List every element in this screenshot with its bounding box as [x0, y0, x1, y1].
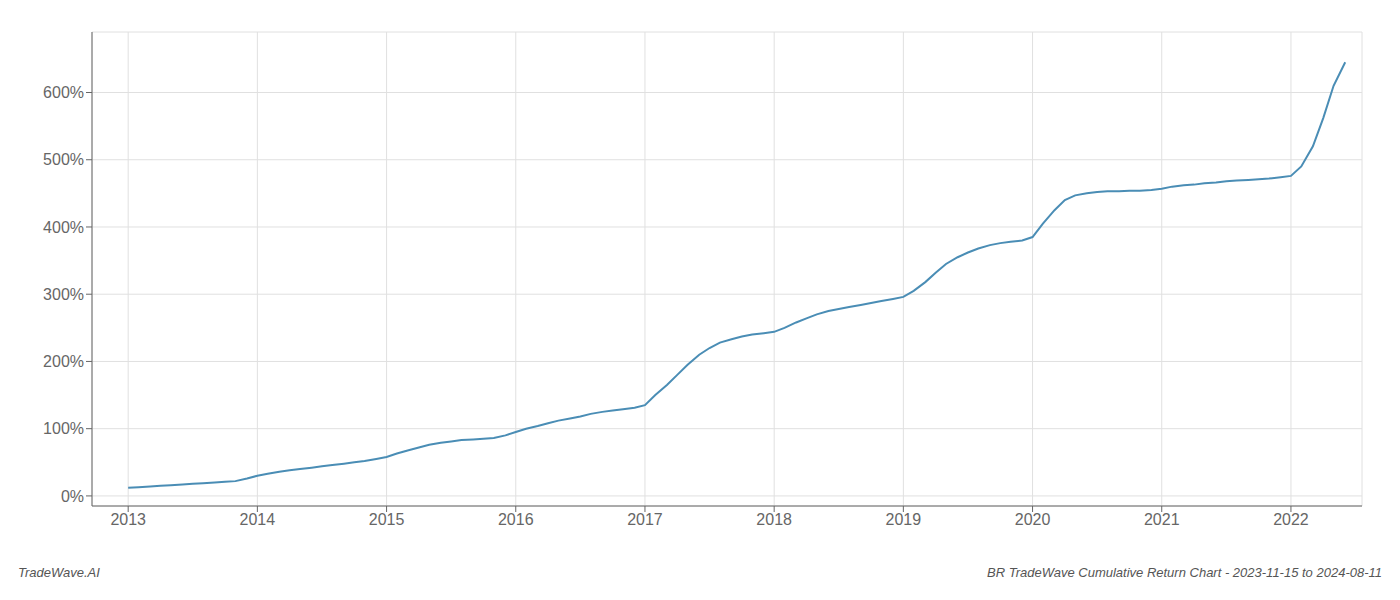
svg-text:600%: 600%: [43, 84, 84, 101]
svg-text:2021: 2021: [1144, 511, 1180, 528]
svg-text:2022: 2022: [1273, 511, 1309, 528]
svg-text:400%: 400%: [43, 219, 84, 236]
svg-text:2017: 2017: [627, 511, 663, 528]
html-text:TradeWave.AI: TradeWave.AI: [18, 565, 100, 580]
svg-text:100%: 100%: [43, 420, 84, 437]
svg-text:300%: 300%: [43, 286, 84, 303]
svg-text:2019: 2019: [886, 511, 922, 528]
svg-text:500%: 500%: [43, 151, 84, 168]
svg-text:2013: 2013: [110, 511, 146, 528]
svg-text:2018: 2018: [756, 511, 792, 528]
svg-text:2014: 2014: [240, 511, 276, 528]
svg-text:2020: 2020: [1015, 511, 1051, 528]
svg-text:200%: 200%: [43, 353, 84, 370]
html-text:BR TradeWave Cumulative Return: BR TradeWave Cumulative Return Chart - 2…: [987, 565, 1382, 580]
svg-text:0%: 0%: [61, 488, 84, 505]
svg-text:2016: 2016: [498, 511, 534, 528]
svg-text:2015: 2015: [369, 511, 405, 528]
